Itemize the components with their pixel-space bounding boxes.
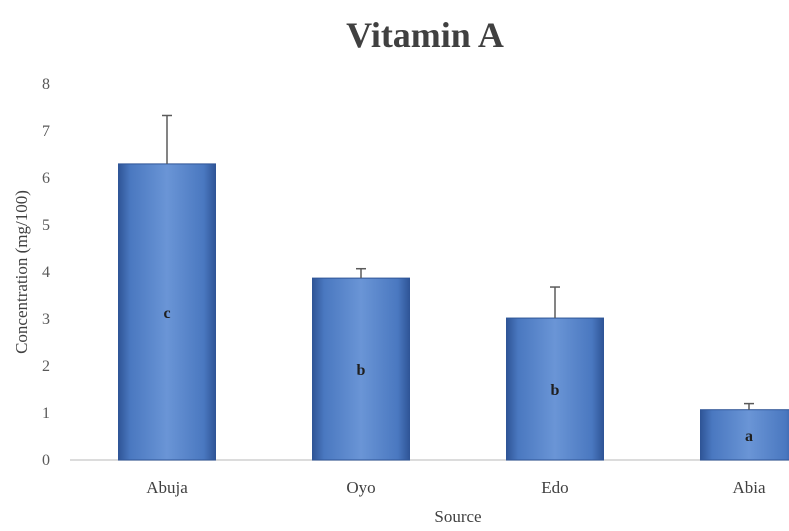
x-category-label: Abuja: [146, 478, 188, 497]
bars: c b b a: [119, 115, 789, 460]
y-tick-label: 6: [42, 170, 50, 187]
x-axis-categories: Abuja Oyo Edo Abia: [146, 478, 766, 497]
y-tick-label: 0: [42, 452, 50, 469]
x-category-label: Oyo: [346, 478, 375, 497]
x-category-label: Edo: [541, 478, 568, 497]
y-tick-label: 2: [42, 358, 50, 375]
bar-letter-label: a: [745, 428, 753, 445]
bar-letter-label: c: [163, 305, 170, 322]
y-tick-label: 1: [42, 405, 50, 422]
bar-letter-label: b: [357, 362, 366, 379]
y-tick-label: 7: [42, 123, 50, 140]
x-axis-label: Source: [434, 507, 481, 526]
y-tick-label: 5: [42, 217, 50, 234]
y-axis-ticks: 0 1 2 3 4 5 6 7 8: [42, 76, 50, 469]
x-category-label: Abia: [732, 478, 766, 497]
y-axis-label: Concentration (mg/100): [12, 190, 31, 354]
bar-letter-label: b: [551, 382, 560, 399]
y-tick-label: 3: [42, 311, 50, 328]
chart-title: Vitamin A: [346, 15, 504, 55]
y-tick-label: 4: [42, 264, 50, 281]
y-tick-label: 8: [42, 76, 50, 93]
